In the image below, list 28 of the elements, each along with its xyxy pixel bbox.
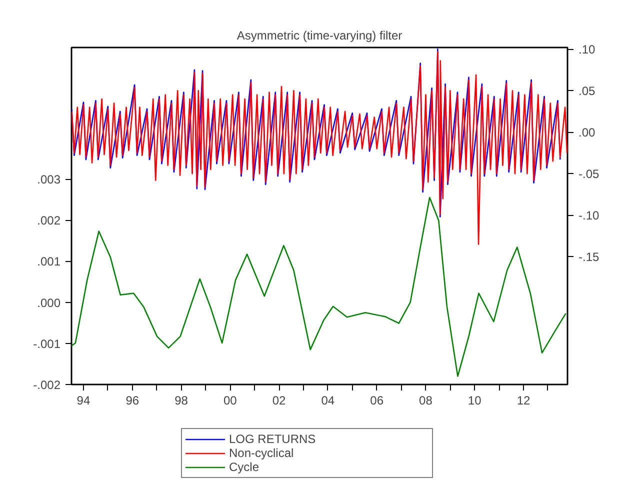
x-tick-label: 02 [272,394,286,408]
x-tick-label: 96 [126,394,140,408]
y-tick-label: .002 [37,214,61,228]
chart-title: Asymmetric (time-varying) filter [236,28,402,42]
y2-tick-label: .05 [578,84,596,98]
x-tick-label: 94 [76,394,90,408]
x-tick-label: 12 [516,394,530,408]
y2-tick-label: -.10 [578,208,600,223]
x-tick-label: 04 [321,394,335,408]
legend-label: Non-cyclical [229,446,295,460]
x-tick-label: 08 [419,394,433,408]
line-series [72,196,566,377]
y-tick-label: .001 [37,254,61,269]
legend-label: Cycle [229,460,260,474]
line-series [72,51,568,245]
y-tick-label: .003 [37,172,61,187]
legend-label: LOG RETURNS [229,432,317,446]
y2-tick-label: .00 [578,126,596,140]
y-tick-label: -.002 [33,378,61,392]
x-tick-label: 00 [223,394,238,408]
x-tick-label: 10 [468,394,482,408]
x-tick-label: 06 [370,394,384,408]
x-tick-label: 98 [174,394,188,408]
y-tick-label: -.001 [33,336,61,351]
y2-tick-label: -.15 [578,250,600,264]
y2-tick-label: .10 [578,42,596,57]
y2-tick-label: -.05 [578,167,600,182]
y-tick-label: .000 [37,296,61,310]
